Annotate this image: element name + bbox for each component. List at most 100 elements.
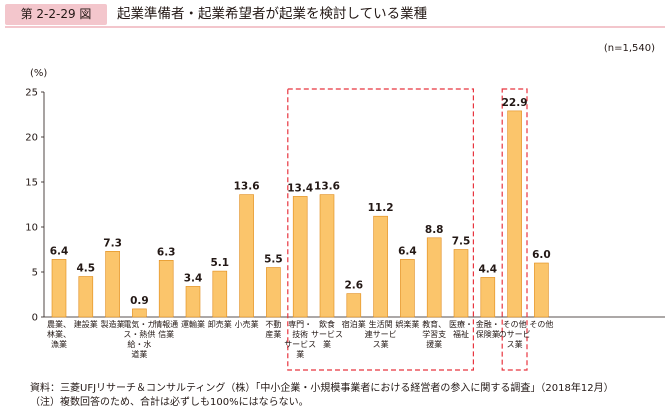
category-label-line: 保険業 (476, 329, 500, 339)
category-label-line: 医療・ (449, 319, 473, 329)
category-label-6: 卸売業 (208, 319, 232, 329)
category-label-line: 小売業 (235, 319, 259, 329)
category-label-line: 業 (323, 339, 331, 349)
highlight-box-0 (287, 88, 474, 371)
category-label-9: 専門・技術サービス業 (284, 319, 316, 359)
bar-4 (158, 259, 174, 318)
bars (51, 110, 549, 318)
category-label-line: のサービ (499, 330, 531, 339)
category-label-line: 宿泊業 (342, 319, 366, 329)
value-label-15: 7.5 (452, 236, 471, 248)
bar-9 (292, 196, 308, 318)
category-label-line: 福祉 (453, 329, 469, 339)
bar-15 (453, 249, 469, 318)
category-label-line: 専門・ (288, 319, 312, 329)
category-label-18: その他 (529, 319, 553, 329)
category-label-line: 電気・ガ (123, 319, 155, 329)
category-label-line: 林業、 (47, 329, 71, 339)
category-label-line: 不動 (265, 320, 281, 329)
category-label-3: 電気・ガス・熱供給・水道業 (123, 319, 155, 359)
category-label-line: 生活関 (369, 319, 393, 329)
figure-number-badge: 第 2-2-29 図 (5, 4, 107, 25)
category-label-line: 学習支 (422, 329, 446, 339)
category-label-11: 宿泊業 (342, 319, 366, 329)
bar-18 (534, 262, 549, 318)
category-label-line: 漁業 (51, 339, 67, 349)
bar-1 (78, 276, 94, 318)
category-label-line: サービス (284, 340, 316, 349)
category-label-line: 給・水 (127, 339, 151, 349)
category-label-line: 技術 (292, 329, 308, 339)
value-label-5: 3.4 (184, 272, 203, 284)
y-tick-label-5: 25 (25, 88, 38, 99)
category-label-line: 教育、 (422, 319, 446, 329)
category-label-2: 製造業 (101, 319, 125, 329)
value-label-18: 6.0 (532, 249, 551, 261)
value-label-6: 5.1 (210, 257, 229, 269)
value-label-16: 4.4 (478, 263, 497, 275)
value-label-13: 6.4 (398, 245, 417, 257)
bar-11 (346, 293, 362, 318)
category-label-line: その他 (529, 319, 553, 329)
category-label-line: 情報通 (154, 319, 178, 329)
y-tick-label-0: 0 (32, 313, 38, 324)
value-label-0: 6.4 (50, 245, 69, 257)
bar-17 (507, 110, 522, 318)
category-label-10: 飲食サービス業 (311, 319, 343, 349)
bar-5 (185, 286, 201, 318)
sample-size-note: (n=1,540) (603, 43, 655, 54)
category-label-8: 不動産業 (265, 320, 281, 339)
bar-8 (266, 267, 281, 318)
figure-title: 起業準備者・起業希望者が起業を検討している業種 (117, 6, 428, 22)
y-tick-label-2: 10 (25, 223, 38, 234)
value-label-11: 2.6 (344, 280, 363, 292)
category-label-line: 援業 (426, 339, 442, 349)
category-label-line: 業 (296, 349, 304, 359)
value-label-14: 8.8 (425, 224, 444, 236)
category-label-line: サービス (311, 330, 343, 339)
value-label-17: 22.9 (502, 97, 528, 109)
value-label-7: 13.6 (234, 181, 260, 193)
category-label-15: 医療・福祉 (449, 319, 473, 339)
category-label-line: 製造業 (101, 319, 125, 329)
category-label-line: 産業 (265, 329, 281, 339)
value-labels: 6.44.57.30.96.33.45.113.65.513.4 13.62.61… (50, 97, 551, 307)
y-axis-unit-label: (%) (30, 68, 47, 79)
category-label-line: 運輸業 (181, 319, 205, 329)
y-tick-label-4: 20 (25, 133, 38, 144)
y-axis: 0 5 10 15 20 25 (25, 88, 665, 324)
category-label-line: その他 (503, 319, 527, 329)
highlight-box-1 (501, 88, 528, 371)
category-label-line: ス業 (373, 339, 389, 349)
y-tick-label-3: 15 (25, 178, 38, 189)
value-label-10: 13.6 (314, 181, 340, 193)
category-label-line: ス・熱供 (123, 329, 155, 339)
highlight-boxes (287, 88, 528, 371)
value-label-4: 6.3 (157, 246, 176, 258)
bar-14 (426, 237, 442, 318)
category-label-line: 建設業 (74, 319, 98, 329)
category-label-line: 卸売業 (208, 319, 232, 329)
bar-13 (400, 259, 415, 318)
category-label-line: 道業 (131, 349, 147, 359)
category-label-line: 娯楽業 (395, 319, 419, 329)
bar-6 (212, 270, 228, 318)
bar-10 (319, 194, 335, 318)
y-tick-label-1: 5 (32, 268, 38, 279)
title-underline (5, 26, 665, 28)
bar-7 (239, 194, 254, 318)
category-label-line: 飲食 (319, 319, 335, 329)
category-label-1: 建設業 (74, 319, 98, 329)
category-label-4: 情報通信業 (154, 319, 178, 339)
category-label-16: 金融・保険業 (476, 319, 500, 339)
category-label-5: 運輸業 (181, 319, 205, 329)
category-label-line: ス業 (507, 339, 523, 349)
value-label-8: 5.5 (264, 254, 283, 266)
footnote: （注）複数回答のため、合計は必ずしも100%にはならない。 (30, 397, 309, 408)
category-label-0: 農業、林業、漁業 (47, 319, 71, 349)
value-label-3: 0.9 (130, 295, 149, 307)
bar-2 (105, 251, 120, 318)
bar-3 (132, 308, 147, 318)
